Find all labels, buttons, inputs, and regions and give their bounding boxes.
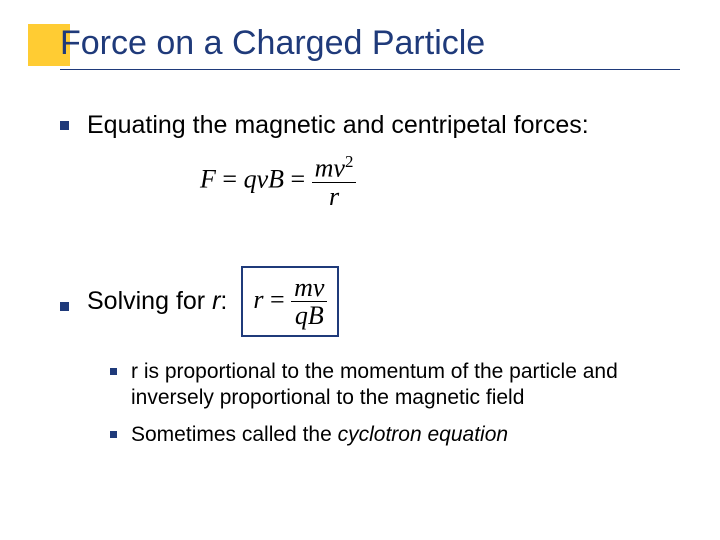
- sub-bullet-item-1: r is proportional to the momentum of the…: [110, 359, 690, 412]
- eq2-den: qB: [291, 302, 327, 329]
- eq1-den: r: [312, 183, 357, 210]
- eq2-lhs: r: [253, 284, 263, 313]
- eq1-mid: qvB: [244, 165, 284, 194]
- bullet-2-text: Solving for r:: [87, 286, 227, 317]
- bullet-item-2: Solving for r: r = mv qB: [60, 266, 690, 338]
- title-area: Force on a Charged Particle: [60, 24, 700, 70]
- b2-prefix: Solving for: [87, 287, 212, 315]
- square-bullet-icon: [110, 368, 117, 375]
- sub-2-italic: cyclotron equation: [338, 423, 508, 446]
- sub-1-text: r is proportional to the momentum of the…: [131, 359, 690, 412]
- equation-force-balance: F = qvB = mv2 r: [200, 153, 690, 210]
- sub-2-text: Sometimes called the cyclotron equation: [131, 422, 508, 448]
- eq2-num: mv: [291, 274, 327, 302]
- slide-title: Force on a Charged Particle: [60, 24, 700, 63]
- b2-suffix: :: [220, 287, 227, 315]
- sub-2-prefix: Sometimes called the: [131, 423, 338, 446]
- bullet-item-1: Equating the magnetic and centripetal fo…: [60, 110, 690, 141]
- square-bullet-icon: [60, 302, 69, 311]
- eq1-num: mv: [315, 154, 345, 183]
- bullet-1-text: Equating the magnetic and centripetal fo…: [87, 110, 589, 141]
- title-underline: [60, 69, 680, 70]
- eq1-num-sup: 2: [345, 152, 353, 171]
- equation-radius-boxed: r = mv qB: [241, 266, 339, 338]
- eq1-lhs: F: [200, 165, 216, 194]
- square-bullet-icon: [60, 121, 69, 130]
- eq2-fraction: mv qB: [291, 274, 327, 330]
- slide-content: Equating the magnetic and centripetal fo…: [60, 110, 690, 458]
- sub-bullet-list: r is proportional to the momentum of the…: [110, 359, 690, 448]
- sub-bullet-item-2: Sometimes called the cyclotron equation: [110, 422, 690, 448]
- square-bullet-icon: [110, 431, 117, 438]
- eq1-fraction: mv2 r: [312, 153, 357, 210]
